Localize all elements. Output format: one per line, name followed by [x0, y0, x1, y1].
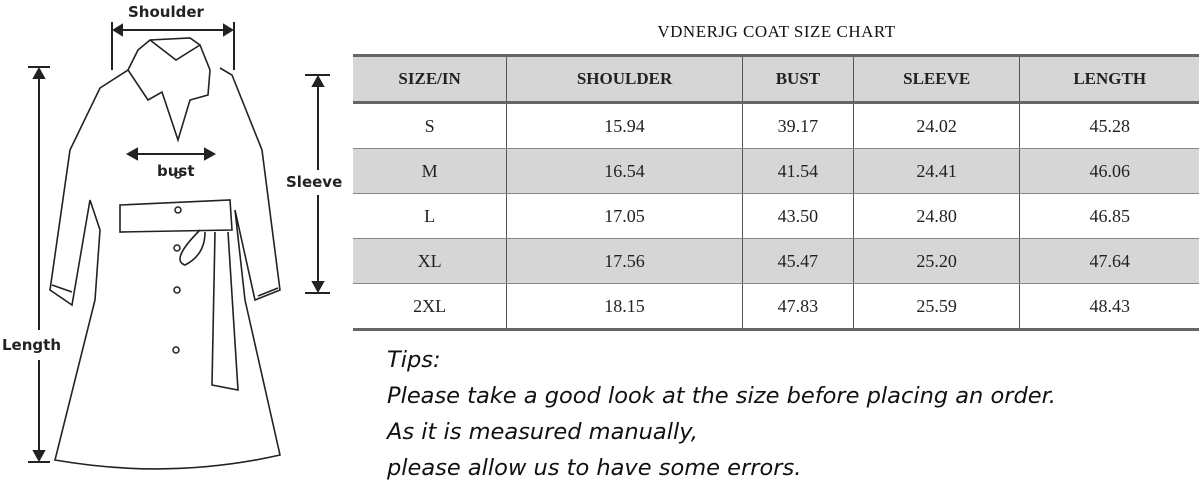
cell-size: L: [353, 193, 508, 239]
cell-sleeve: 25.20: [852, 238, 1021, 284]
size-table: SIZE/IN SHOULDER BUST SLEEVE LENGTH S 15.…: [353, 54, 1199, 331]
header-shoulder: SHOULDER: [506, 54, 743, 104]
cell-bust: 47.83: [741, 283, 854, 331]
chart-title: VDNERJG COAT SIZE CHART: [657, 22, 896, 41]
coat-measurement-diagram: [28, 22, 330, 470]
cell-sleeve: 24.80: [852, 193, 1021, 239]
cell-shoulder: 18.15: [506, 283, 743, 331]
tips-line: As it is measured manually,: [387, 419, 698, 445]
tips-line: please allow us to have some errors.: [387, 455, 802, 481]
bust-label: bust: [157, 162, 195, 180]
header-sleeve: SLEEVE: [852, 54, 1021, 104]
cell-sleeve: 25.59: [852, 283, 1021, 331]
length-arrow: [28, 66, 50, 463]
cell-shoulder: 17.05: [506, 193, 743, 239]
tips-heading: Tips:: [387, 347, 441, 373]
cell-length: 48.43: [1019, 283, 1199, 331]
cell-bust: 43.50: [741, 193, 854, 239]
cell-sleeve: 24.41: [852, 148, 1021, 194]
header-bust: BUST: [741, 54, 854, 104]
sleeve-label: Sleeve: [286, 173, 343, 191]
table-row: L 17.05 43.50 24.80 46.85: [353, 193, 1199, 239]
header-length: LENGTH: [1019, 54, 1199, 104]
table-row: S 15.94 39.17 24.02 45.28: [353, 102, 1199, 149]
cell-bust: 41.54: [741, 148, 854, 194]
tips-line: Please take a good look at the size befo…: [387, 383, 1056, 409]
header-size: SIZE/IN: [353, 54, 508, 104]
cell-size: S: [353, 102, 508, 149]
table-header-row: SIZE/IN SHOULDER BUST SLEEVE LENGTH: [353, 54, 1199, 104]
cell-bust: 45.47: [741, 238, 854, 284]
coat-buttons: [172, 171, 182, 354]
cell-shoulder: 17.56: [506, 238, 743, 284]
cell-size: 2XL: [353, 283, 508, 331]
coat-outline: [49, 37, 281, 470]
bust-arrow: [125, 147, 217, 161]
cell-length: 47.64: [1019, 238, 1199, 284]
shoulder-arrow: [111, 22, 235, 70]
cell-size: XL: [353, 238, 508, 284]
cell-sleeve: 24.02: [852, 102, 1021, 149]
length-label: Length: [2, 336, 61, 354]
cell-shoulder: 16.54: [506, 148, 743, 194]
shoulder-label: Shoulder: [128, 3, 204, 21]
cell-length: 46.85: [1019, 193, 1199, 239]
cell-length: 46.06: [1019, 148, 1199, 194]
table-row: XL 17.56 45.47 25.20 47.64: [353, 238, 1199, 284]
cell-shoulder: 15.94: [506, 102, 743, 149]
sleeve-arrow: [305, 74, 330, 294]
cell-size: M: [353, 148, 508, 194]
cell-bust: 39.17: [741, 102, 854, 149]
table-row: M 16.54 41.54 24.41 46.06: [353, 148, 1199, 194]
tips-block: Tips: Please take a good look at the siz…: [387, 342, 1056, 486]
cell-length: 45.28: [1019, 102, 1199, 149]
table-row: 2XL 18.15 47.83 25.59 48.43: [353, 283, 1199, 331]
